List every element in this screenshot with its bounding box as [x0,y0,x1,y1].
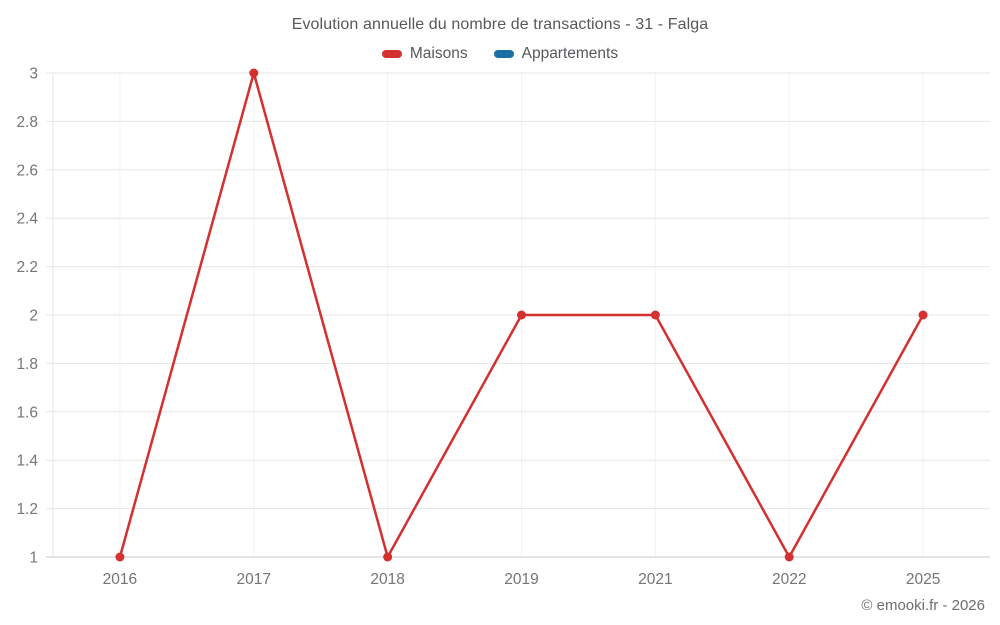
y-axis-label: 2.8 [16,114,38,131]
x-axis-label: 2016 [103,571,137,588]
y-axis-label: 1.6 [16,404,38,421]
data-point-maisons-2025[interactable] [918,310,928,320]
y-axis-label: 1.4 [16,453,38,470]
y-axis-label: 3 [29,66,38,83]
x-axis-label: 2021 [638,571,672,588]
x-axis-label: 2019 [504,571,538,588]
y-axis-label: 2.4 [16,211,38,228]
y-axis-label: 1.8 [16,356,38,373]
y-axis-label: 1 [29,550,38,567]
legend: Maisons Appartements [0,45,1000,63]
data-point-maisons-2022[interactable] [784,552,794,562]
y-axis-label: 2 [29,308,38,325]
chart-title: Evolution annuelle du nombre de transact… [291,16,709,33]
y-axis-label: 2.6 [16,162,38,179]
legend-label-maisons: Maisons [409,45,468,62]
copyright: © emooki.fr - 2026 [861,597,985,614]
legend-swatch-maisons [381,50,402,58]
x-axis-label: 2018 [370,571,404,588]
data-point-maisons-2019[interactable] [517,310,526,320]
data-point-maisons-2021[interactable] [650,310,660,320]
legend-label-appartements: Appartements [521,45,619,62]
x-axis-label: 2017 [237,571,271,588]
legend-swatch-appartements [493,50,514,58]
data-point-maisons-2016[interactable] [115,552,125,562]
legend-item-appartements[interactable]: Appartements [493,45,619,63]
x-axis-label: 2022 [772,571,806,588]
y-axis-label: 2.2 [16,259,38,276]
x-axis-label: 2025 [906,571,940,588]
data-point-maisons-2018[interactable] [383,552,393,562]
legend-item-maisons[interactable]: Maisons [381,45,468,63]
y-axis-label: 1.2 [16,501,38,518]
data-point-maisons-2017[interactable] [249,68,259,78]
